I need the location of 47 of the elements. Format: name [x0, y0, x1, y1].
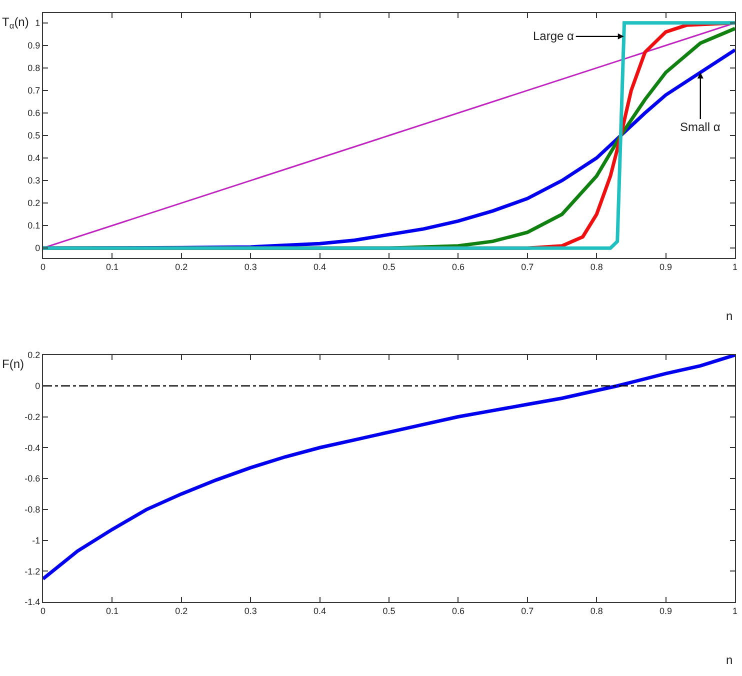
x-tick-label: 0.2: [175, 262, 188, 272]
y-tick-label: 0: [35, 381, 40, 392]
x-tick-label: 0.9: [660, 606, 672, 616]
x-tick-label: 0.4: [314, 262, 326, 272]
y-tick-label: -0.8: [24, 504, 40, 515]
x-tick-label: 0.2: [175, 606, 188, 616]
y-tick-label: 0.6: [28, 108, 40, 118]
y-tick-label: 0.7: [28, 86, 40, 96]
x-tick-label: 0.1: [106, 606, 118, 616]
y-tick-label: 0.1: [28, 220, 40, 231]
y-tick-label: -0.6: [24, 474, 40, 484]
y-axis-title: F(n): [2, 357, 24, 371]
x-axis-title: n: [726, 309, 733, 323]
y-tick-label: 0.2: [28, 350, 40, 360]
x-tick-label: 0.5: [382, 262, 396, 272]
x-tick-label: 0.7: [521, 606, 534, 616]
annotation: Large α: [533, 29, 574, 43]
y-tick-label: 0.5: [28, 130, 40, 141]
y-tick-label: 0: [35, 243, 40, 254]
y-tick-label: 0.8: [28, 63, 40, 74]
line-series: [43, 355, 735, 581]
x-tick-label: 1: [732, 606, 738, 616]
y-tick-label: 0.3: [28, 176, 40, 186]
x-tick-label: 0.3: [244, 606, 257, 616]
y-tick-label: 1: [35, 18, 40, 28]
y-tick-label: -1.2: [24, 566, 40, 576]
y-tick-label: 0.9: [28, 40, 40, 51]
x-tick-label: 1: [732, 262, 738, 272]
y-tick-label: 0.2: [28, 198, 40, 208]
x-tick-label: 0.5: [382, 606, 396, 616]
x-tick-label: 0.4: [314, 606, 326, 616]
x-tick-label: 0.8: [590, 262, 603, 272]
y-axis-title: T$_{α}$(n): [2, 15, 29, 31]
x-axis-title: n: [726, 653, 733, 667]
y-tick-label: -1.4: [24, 597, 40, 608]
x-tick-label: 0.6: [452, 606, 464, 616]
y-tick-label: -1: [32, 535, 40, 546]
x-tick-label: 0.3: [244, 262, 257, 272]
y-tick-label: 0.4: [28, 153, 40, 164]
y-tick-label: -0.4: [24, 442, 40, 453]
x-tick-label: 0.1: [106, 262, 118, 272]
y-tick-label: -0.2: [24, 412, 40, 422]
x-tick-label: 0.7: [521, 262, 534, 272]
x-tick-label: 0.8: [590, 606, 603, 616]
annotation: Small α: [680, 120, 720, 134]
x-tick-label: 0.9: [660, 262, 672, 272]
x-tick-label: 0.6: [452, 262, 464, 272]
